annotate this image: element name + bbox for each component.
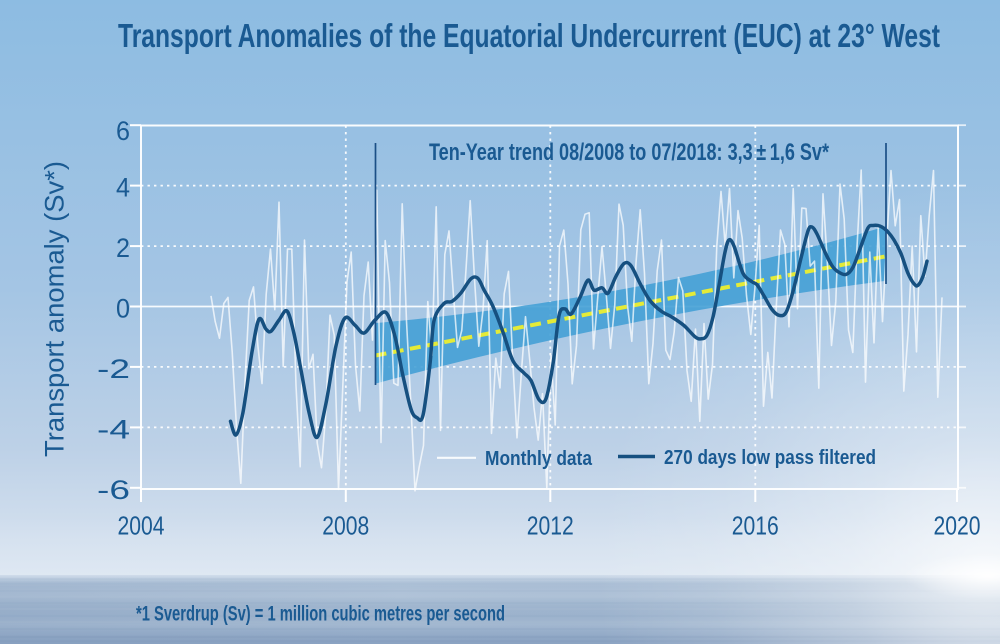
svg-text:6: 6 [116,116,130,146]
svg-text:2016: 2016 [732,511,779,541]
svg-text:2020: 2020 [934,511,981,541]
svg-text:Transport Anomalies of the Equ: Transport Anomalies of the Equatorial Un… [118,17,940,54]
svg-text:270 days low pass filtered: 270 days low pass filtered [664,447,876,469]
svg-text:Monthly data: Monthly data [485,448,593,470]
svg-text:2004: 2004 [118,511,165,541]
svg-text:2: 2 [116,233,130,263]
svg-text:-2: -2 [97,354,130,384]
svg-text:*1 Sverdrup (Sv) = 1 million c: *1 Sverdrup (Sv) = 1 million cubic metre… [136,603,505,626]
svg-text:Ten-Year trend 08/2008 to 07/2: Ten-Year trend 08/2008 to 07/2018: 3,3 ±… [429,139,829,166]
svg-text:Transport anomaly (Sv*): Transport anomaly (Sv*) [40,161,70,457]
svg-text:0: 0 [116,294,130,324]
svg-text:2008: 2008 [322,511,369,541]
svg-text:2012: 2012 [527,511,574,541]
svg-text:-4: -4 [97,414,130,444]
svg-text:-6: -6 [97,475,130,505]
svg-text:4: 4 [116,173,130,203]
